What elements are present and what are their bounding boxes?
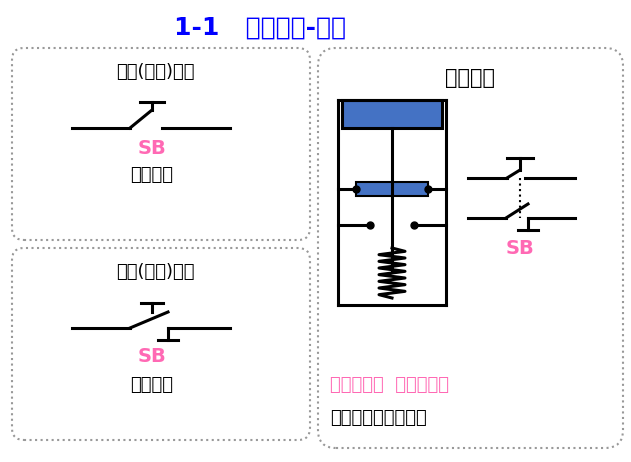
- Text: SB: SB: [505, 238, 534, 257]
- Text: SB: SB: [138, 139, 167, 158]
- Text: 电路符号: 电路符号: [131, 166, 174, 184]
- Text: 电路符号: 电路符号: [131, 376, 174, 394]
- FancyBboxPatch shape: [12, 48, 310, 240]
- Bar: [342, 100, 442, 128]
- Text: SB: SB: [138, 347, 167, 366]
- Text: 1-1   控制器件-按钮: 1-1 控制器件-按钮: [174, 16, 346, 40]
- Text: 常闭按钮做在一起。: 常闭按钮做在一起。: [330, 409, 427, 427]
- Text: 复合按钮: 复合按钮: [445, 68, 495, 88]
- Text: 复合按钮：  常开按钮和: 复合按钮： 常开按钮和: [330, 376, 449, 394]
- Text: 常闭(动断)按钮: 常闭(动断)按钮: [115, 263, 194, 281]
- Text: 常开(动合)按钮: 常开(动合)按钮: [115, 63, 194, 81]
- FancyBboxPatch shape: [12, 248, 310, 440]
- FancyBboxPatch shape: [318, 48, 623, 448]
- Bar: [356, 182, 428, 196]
